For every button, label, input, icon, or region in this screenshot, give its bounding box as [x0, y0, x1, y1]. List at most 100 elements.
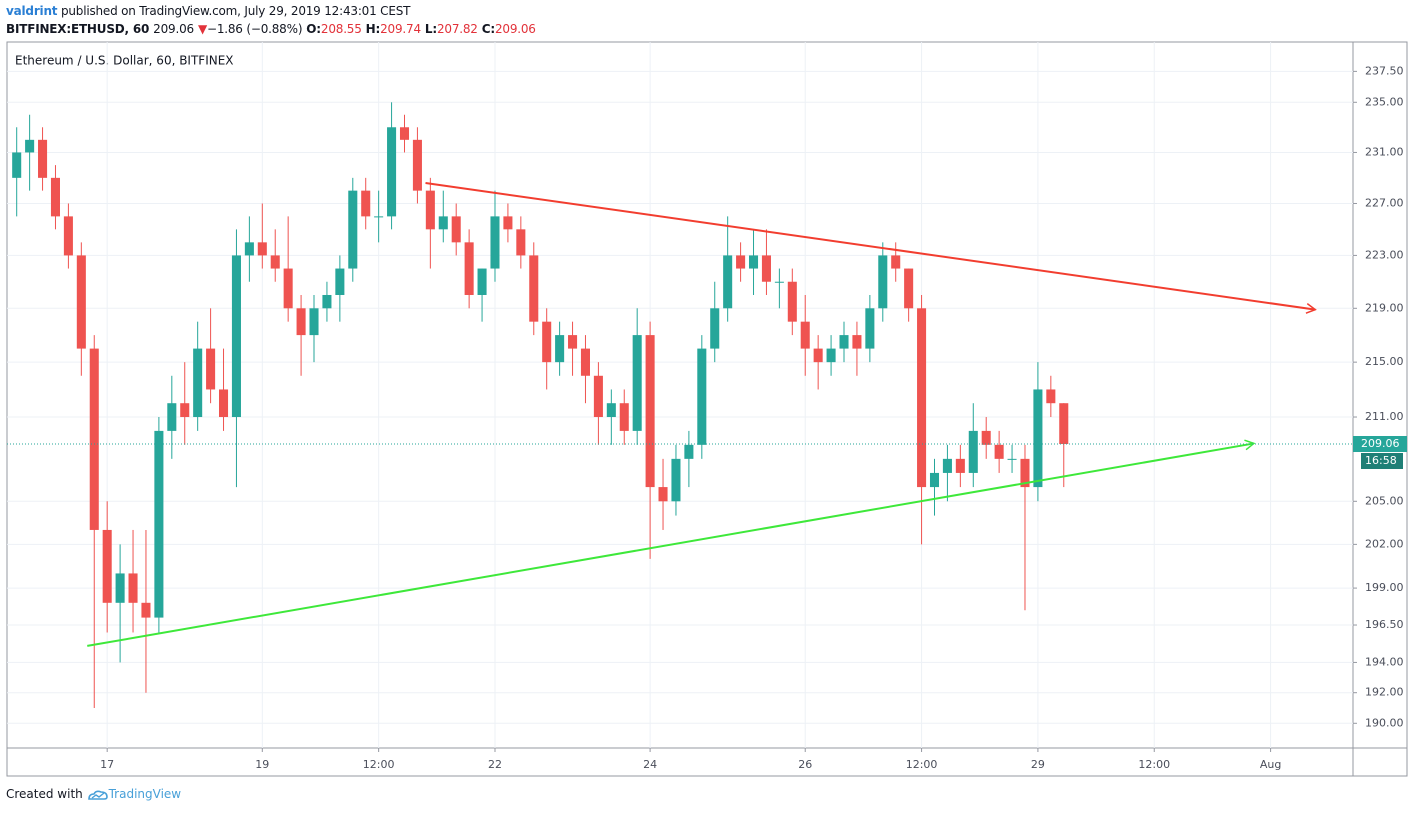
countdown-label: 16:58: [1365, 454, 1397, 467]
candle-body: [593, 375, 603, 418]
x-tick-label: 26: [798, 758, 812, 771]
low-label: L:: [424, 22, 437, 36]
candle-body: [451, 216, 461, 243]
candle-body: [180, 403, 190, 418]
x-tick-label: 12:00: [906, 758, 938, 771]
change-arrow: ▼: [197, 22, 207, 36]
candle-body: [38, 139, 48, 178]
candle-body: [63, 216, 73, 256]
logo: [87, 790, 108, 800]
y-tick-label: 215.00: [1365, 355, 1404, 368]
header-line: valdrint published on TradingView.com, J…: [6, 4, 410, 18]
y-tick-label: 194.00: [1365, 655, 1404, 668]
x-tick-label: 29: [1031, 758, 1045, 771]
candle-body: [723, 255, 733, 309]
candle-body: [141, 602, 151, 618]
candle-body: [102, 529, 112, 603]
candle-body: [619, 403, 629, 431]
candle-body: [606, 403, 616, 418]
price: 209.06: [153, 22, 194, 36]
y-tick-label: 199.00: [1365, 581, 1404, 594]
y-tick-label: 223.00: [1365, 248, 1404, 261]
candle-body: [852, 335, 862, 349]
candle-body: [774, 281, 784, 283]
candle-body: [929, 472, 940, 488]
brand[interactable]: TradingView: [108, 787, 182, 801]
grid: [7, 42, 1353, 748]
candle-body: [981, 430, 991, 445]
candle-body: [1046, 389, 1056, 404]
arrow-head: [1305, 303, 1317, 314]
candle-body: [645, 335, 655, 488]
candle-body: [167, 403, 177, 431]
candle-body: [878, 255, 888, 309]
candle-body: [322, 294, 332, 309]
low-value: 207.82: [436, 22, 478, 36]
candle-body: [580, 348, 590, 376]
candle-body: [529, 255, 539, 322]
x-tick-label: 19: [255, 758, 269, 771]
candle-body: [193, 348, 203, 418]
candle-body: [658, 487, 668, 502]
candle-body: [813, 348, 823, 363]
y-tick-label: 205.00: [1365, 494, 1404, 507]
candle-body: [374, 216, 384, 218]
candle-body: [917, 308, 927, 488]
candle-body: [361, 190, 371, 217]
candle-body: [1033, 389, 1043, 488]
candle-body: [568, 335, 578, 349]
candle-body: [270, 255, 280, 269]
candle-body: [76, 255, 86, 349]
close-label: C:: [481, 22, 495, 36]
candle-body: [244, 242, 254, 256]
candle-body: [994, 444, 1004, 459]
y-tick-label: 202.00: [1365, 537, 1404, 550]
candle-body: [839, 335, 849, 349]
candle-body: [154, 430, 164, 618]
candle-body: [955, 458, 965, 473]
candle-body: [826, 348, 836, 363]
candle-body: [968, 430, 978, 473]
candle-body: [1007, 458, 1017, 460]
candle-body: [787, 281, 797, 322]
candle-body: [425, 190, 435, 230]
countdown-box: [1361, 453, 1403, 470]
open-value: 208.55: [320, 22, 362, 36]
y-tick-label: 237.50: [1365, 64, 1404, 77]
y-tick-label: 190.00: [1365, 716, 1404, 729]
published: published on TradingView.com, July 29, 2…: [60, 4, 411, 18]
candle-body: [904, 268, 914, 309]
author[interactable]: valdrint: [6, 4, 58, 18]
x-tick-label: 12:00: [363, 758, 395, 771]
candle-body: [231, 255, 241, 418]
candle-body: [1020, 458, 1030, 488]
y-tick-label: 227.00: [1365, 196, 1404, 209]
candle-body: [761, 255, 771, 282]
x-tick-label: 24: [643, 758, 657, 771]
candle-body: [464, 242, 474, 295]
close-value: 209.06: [494, 22, 536, 36]
candle-body: [632, 335, 642, 431]
candle-body: [309, 308, 319, 336]
candle-body: [12, 152, 22, 178]
candle-body: [490, 216, 500, 269]
y-tick-label: 192.00: [1365, 686, 1404, 699]
y-tick-label: 219.00: [1365, 301, 1404, 314]
candle-body: [503, 216, 513, 230]
y-tick-label: 235.00: [1365, 95, 1404, 108]
candle-body: [89, 348, 99, 530]
y-tick-label: 196.50: [1365, 618, 1404, 631]
candle-body: [387, 127, 397, 217]
candle-body: [736, 255, 746, 269]
x-tick-label: Aug: [1260, 758, 1281, 771]
trend-line: [87, 442, 1255, 647]
candle-body: [542, 321, 552, 363]
candle-body: [128, 573, 138, 603]
candle-body: [800, 321, 810, 349]
footer: Created with TradingView: [6, 787, 181, 801]
x-tick-label: 22: [488, 758, 502, 771]
symbol: BITFINEX:ETHUSD, 60: [6, 22, 150, 36]
candle-body: [206, 348, 216, 390]
